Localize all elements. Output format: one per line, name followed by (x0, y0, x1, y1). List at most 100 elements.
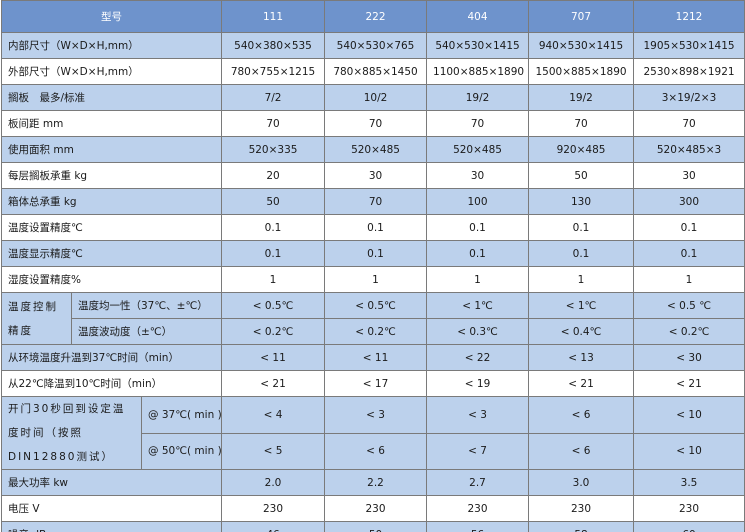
value-cell: 60 (633, 521, 745, 532)
value-cell: 0.1 (528, 214, 635, 241)
row-label: 内部尺寸（W×D×H,mm） (0, 32, 223, 59)
table-row: 湿度设置精度% 1 1 1 1 1 (0, 266, 745, 293)
row-label: 搁板 最多/标准 (0, 84, 223, 111)
value-cell: < 0.5℃ (221, 292, 326, 319)
value-cell: 230 (221, 495, 326, 522)
value-cell: < 0.2℃ (221, 318, 326, 345)
table-row: 内部尺寸（W×D×H,mm） 540×380×535 540×530×765 540×… (0, 32, 745, 59)
value-cell: < 0.2℃ (633, 318, 745, 345)
row-label: 温度设置精度℃ (0, 214, 223, 241)
table-row: 噪音 dB4650565860 (0, 521, 745, 532)
row-label: 从22℃降温到10℃时间（min） (0, 370, 223, 397)
value-cell: < 30 (633, 344, 745, 371)
value-cell: 780×885×1450 (324, 58, 428, 85)
value-cell: 1 (633, 266, 745, 293)
value-cell: 540×530×1415 (426, 32, 530, 59)
row-label: @ 37℃( min ) (140, 396, 223, 434)
value-cell: 520×485 (426, 136, 530, 163)
value-cell: 0.1 (324, 214, 428, 241)
header-cell: 型号 (0, 0, 223, 33)
row-label: 从环境温度升温到37℃时间（min） (0, 344, 223, 371)
value-cell: 10/2 (324, 84, 428, 111)
value-cell: 19/2 (426, 84, 530, 111)
value-cell: < 1℃ (528, 292, 635, 319)
value-cell: 0.1 (633, 214, 745, 241)
value-cell: < 10 (633, 396, 745, 434)
value-cell: 540×380×535 (221, 32, 326, 59)
table-row: 温度显示精度℃ 0.1 0.1 0.1 0.1 0.1 (0, 240, 745, 267)
value-cell: 50 (528, 162, 635, 189)
row-label: 外部尺寸（W×D×H,mm） (0, 58, 223, 85)
value-cell: 920×485 (528, 136, 635, 163)
row-label: 湿度设置精度% (0, 266, 223, 293)
value-cell: 2.7 (426, 469, 530, 496)
table-row: 温度控制精度 温度均一性（37℃、±℃） < 0.5℃ < 0.5℃ < 1℃ < 1℃ <… (1, 292, 745, 345)
value-cell: < 21 (528, 370, 635, 397)
value-cell: 0.1 (426, 214, 530, 241)
row-label: 箱体总承重 kg (0, 188, 223, 215)
value-cell: 56 (426, 521, 530, 532)
value-cell: < 13 (528, 344, 635, 371)
value-cell: 70 (633, 110, 745, 137)
header-cell: 111 (221, 0, 326, 33)
value-cell: < 21 (221, 370, 326, 397)
value-cell: < 6 (324, 432, 428, 470)
table-row: 从22℃降温到10℃时间（min） < 21 < 17 < 19 < 21 < 21 (0, 370, 745, 397)
value-cell: < 17 (324, 370, 428, 397)
table-row: 外部尺寸（W×D×H,mm） 780×755×1215 780×885×1450 11… (0, 58, 745, 85)
value-cell: 50 (221, 188, 326, 215)
value-cell: 0.1 (221, 240, 326, 267)
value-cell: 58 (528, 521, 635, 532)
row-label: @ 50℃( min ) (140, 432, 223, 470)
table-row: 每层搁板承重 kg 20 30 30 50 30 (0, 162, 745, 189)
value-cell: 7/2 (221, 84, 326, 111)
value-cell: < 4 (221, 396, 326, 434)
value-cell: 3.5 (633, 469, 745, 496)
table-row: @ 50℃( min ) < 5 < 6 < 7 < 6 < 10 (2, 432, 745, 470)
value-cell: 780×755×1215 (221, 58, 326, 85)
row-label: 电压 V (0, 495, 223, 522)
value-cell: 300 (633, 188, 745, 215)
table-row: 从环境温度升温到37℃时间（min） < 11 < 11 < 22 < 13 < 30 (0, 344, 745, 371)
value-cell: < 19 (426, 370, 530, 397)
value-cell: < 11 (324, 344, 428, 371)
value-cell: 1 (221, 266, 326, 293)
value-cell: 2530×898×1921 (633, 58, 745, 85)
header-cell: 707 (528, 0, 635, 33)
value-cell: 540×530×765 (324, 32, 428, 59)
value-cell: 3×19/2×3 (633, 84, 745, 111)
value-cell: 520×485×3 (633, 136, 745, 163)
table-row: 使用面积 mm 520×335 520×485 520×485 920×485 520×4… (0, 136, 745, 163)
row-label: 板间距 mm (0, 110, 223, 137)
row-label: 使用面积 mm (0, 136, 223, 163)
value-cell: < 7 (426, 432, 530, 470)
header-cell: 1212 (633, 0, 745, 33)
value-cell: 230 (324, 495, 428, 522)
table-row: 电压 V 230 230 230 230 230 (0, 495, 745, 522)
value-cell: 20 (221, 162, 326, 189)
value-cell: 30 (633, 162, 745, 189)
row-label: 最大功率 kw (0, 469, 223, 496)
value-cell: 100 (426, 188, 530, 215)
value-cell: 70 (324, 188, 428, 215)
table-row: 开门30秒回到设定温度时间（按照DIN12880测试） @ 37℃( min ) <… (1, 396, 745, 470)
value-cell: 30 (324, 162, 428, 189)
table-row: 温度波动度（±℃） < 0.2℃ < 0.2℃ < 0.3℃ < 0.4℃ < 0.2℃ (2, 318, 745, 345)
value-cell: 0.1 (426, 240, 530, 267)
group-label: 温度控制精度 (1, 292, 72, 345)
value-cell: < 0.3℃ (426, 318, 530, 345)
value-cell: < 0.5 ℃ (633, 292, 745, 319)
row-label: 温度均一性（37℃、±℃） (70, 292, 223, 319)
value-cell: < 22 (426, 344, 530, 371)
table-row: 搁板 最多/标准 7/2 10/2 19/2 19/2 3×19/2×3 (0, 84, 745, 111)
value-cell: 1 (324, 266, 428, 293)
value-cell: 1 (528, 266, 635, 293)
value-cell: 0.1 (633, 240, 745, 267)
value-cell: 1500×885×1890 (528, 58, 635, 85)
value-cell: < 5 (221, 432, 326, 470)
value-cell: < 6 (528, 432, 635, 470)
value-cell: 2.2 (324, 469, 428, 496)
header-cell: 404 (426, 0, 530, 33)
value-cell: 1100×885×1890 (426, 58, 530, 85)
value-cell: < 3 (324, 396, 428, 434)
